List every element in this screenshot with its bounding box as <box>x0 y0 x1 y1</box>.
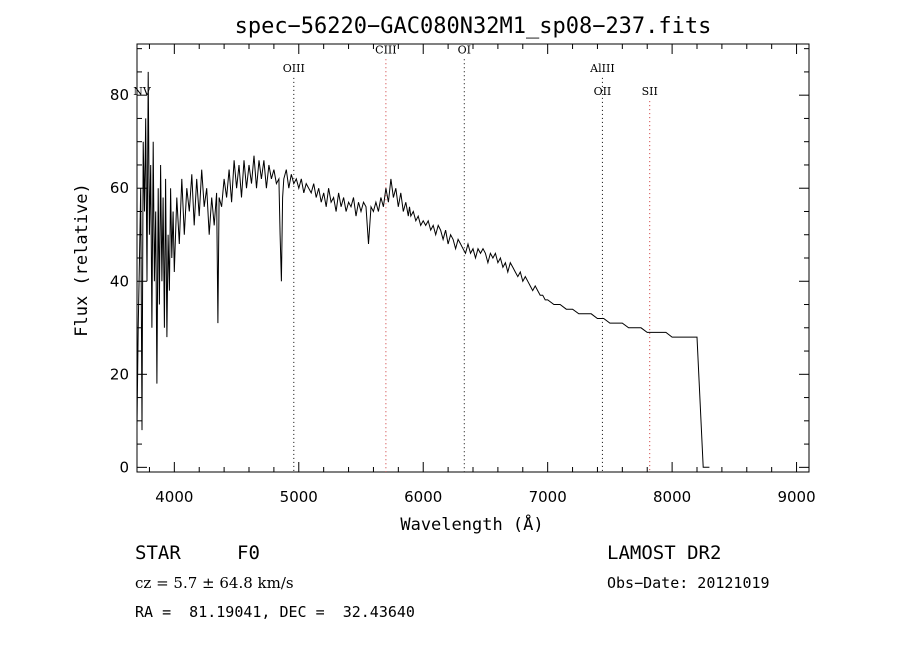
y-tick-label: 0 <box>119 458 129 476</box>
observation-date: Obs−Date: 20121019 <box>607 574 770 592</box>
survey-name: LAMOST DR2 <box>607 542 722 564</box>
axis-tick-labels: 4000 5000 6000 7000 8000 9000 0 20 40 60 80 <box>110 86 816 506</box>
emission-line-markers: NV OIII CIII OI AlIII OII SII <box>133 43 658 472</box>
x-tick-label: 7000 <box>529 488 567 506</box>
x-tick-label: 5000 <box>280 488 318 506</box>
chart-title: spec−56220−GAC080N32M1_sp08−237.fits <box>235 14 712 39</box>
plot-border <box>136 43 810 473</box>
y-axis-title: Flux (relative) <box>72 183 92 337</box>
sky-coordinates: RA = 81.19041, DEC = 32.43640 <box>135 603 415 621</box>
marker-label-oiii: OIII <box>283 62 305 75</box>
y-tick-label: 40 <box>110 272 129 290</box>
marker-label-ciii: CIII <box>375 43 396 56</box>
y-tick-label: 80 <box>110 86 129 104</box>
marker-label-oii: OII <box>594 85 612 98</box>
y-tick-label: 20 <box>110 365 129 383</box>
x-tick-label: 4000 <box>155 488 193 506</box>
marker-label-aliii: AlIII <box>589 62 615 75</box>
subclass: F0 <box>237 542 260 564</box>
x-axis-title: Wavelength (Å) <box>400 513 543 535</box>
redshift-velocity: cz = 5.7 ± 64.8 km/s <box>135 574 294 592</box>
spectrum-line <box>136 71 710 468</box>
plot-frame <box>136 43 810 473</box>
marker-label-nv: NV <box>133 85 152 98</box>
x-tick-label: 8000 <box>653 488 691 506</box>
y-tick-label: 60 <box>110 179 129 197</box>
x-tick-label: 9000 <box>777 488 815 506</box>
object-class: STAR <box>135 542 181 564</box>
marker-label-sii: SII <box>642 85 658 98</box>
x-tick-label: 6000 <box>404 488 442 506</box>
axis-ticks <box>137 44 809 472</box>
marker-label-oi: OI <box>458 43 471 56</box>
